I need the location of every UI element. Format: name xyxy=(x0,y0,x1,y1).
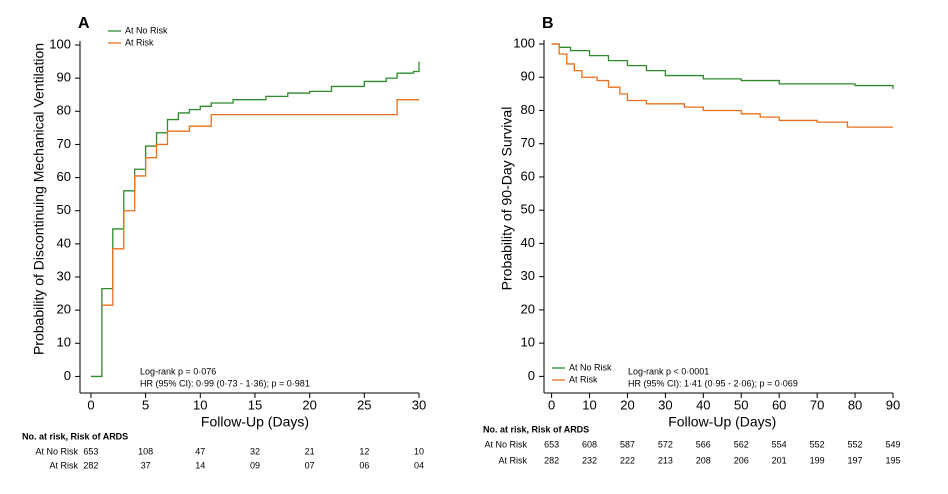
risk-count: 549 xyxy=(885,439,900,449)
y-tick-label: 90 xyxy=(521,69,535,84)
risk-count: 108 xyxy=(138,446,153,456)
survival-curve xyxy=(90,61,420,378)
x-tick-label: 15 xyxy=(248,397,262,412)
x-axis-title: Follow-Up (Days) xyxy=(201,414,309,430)
y-tick-label: 50 xyxy=(521,202,535,217)
risk-row-label: At Risk xyxy=(498,455,527,465)
y-tick-label: 10 xyxy=(521,335,535,350)
risk-count: 562 xyxy=(734,439,749,449)
risk-count: 14 xyxy=(195,460,205,470)
panel-label: A xyxy=(78,15,90,32)
y-tick-label: 30 xyxy=(521,268,535,283)
x-tick-label: 40 xyxy=(696,397,710,412)
y-tick-label: 40 xyxy=(57,235,71,250)
y-tick-label: 70 xyxy=(521,135,535,150)
x-tick-label: 10 xyxy=(582,397,596,412)
risk-count: 282 xyxy=(83,460,98,470)
x-tick-label: 50 xyxy=(734,397,748,412)
x-tick-label: 80 xyxy=(848,397,862,412)
y-tick-label: 90 xyxy=(57,70,71,85)
y-tick-label: 20 xyxy=(521,301,535,316)
annotation: Log-rank p = 0·076 xyxy=(140,366,216,376)
risk-count: 222 xyxy=(620,455,635,465)
risk-count: 572 xyxy=(658,439,673,449)
y-tick-label: 80 xyxy=(57,103,71,118)
x-tick-label: 20 xyxy=(302,397,316,412)
x-tick-label: 60 xyxy=(772,397,786,412)
legend-label: At No Risk xyxy=(569,362,612,372)
y-tick-label: 20 xyxy=(57,302,71,317)
risk-count: 554 xyxy=(772,439,787,449)
risk-count: 282 xyxy=(544,455,559,465)
x-tick-label: 20 xyxy=(620,397,634,412)
risk-count: 199 xyxy=(810,455,825,465)
x-tick-label: 5 xyxy=(142,397,149,412)
risk-count: 213 xyxy=(658,455,673,465)
risk-count: 206 xyxy=(734,455,749,465)
risk-count: 552 xyxy=(848,439,863,449)
x-tick-label: 0 xyxy=(87,397,94,412)
y-tick-label: 100 xyxy=(513,35,535,50)
risk-table-title: No. at risk, Risk of ARDS xyxy=(22,431,128,441)
x-tick-label: 0 xyxy=(548,397,555,412)
y-tick-label: 0 xyxy=(528,368,535,383)
risk-count: 195 xyxy=(885,455,900,465)
risk-count: 09 xyxy=(250,460,260,470)
y-tick-label: 40 xyxy=(521,235,535,250)
y-tick-label: 10 xyxy=(57,335,71,350)
y-tick-label: 100 xyxy=(49,36,71,51)
risk-row-label: At No Risk xyxy=(484,439,527,449)
legend-label: At Risk xyxy=(569,374,598,384)
annotation: HR (95% CI): 1·41 (0·95 - 2·06); p = 0·0… xyxy=(628,378,798,388)
x-tick-label: 30 xyxy=(412,397,426,412)
risk-count: 653 xyxy=(544,439,559,449)
x-tick-label: 70 xyxy=(810,397,824,412)
risk-count: 32 xyxy=(250,446,260,456)
risk-count: 587 xyxy=(620,439,635,449)
y-tick-label: 60 xyxy=(57,169,71,184)
risk-row-label: At Risk xyxy=(49,460,78,470)
y-tick-label: 30 xyxy=(57,268,71,283)
annotation: HR (95% CI): 0·99 (0·73 - 1·36); p = 0·9… xyxy=(140,378,310,388)
annotation: Log-rank p < 0·0001 xyxy=(628,366,709,376)
y-axis-title: Probability of 90-Day Survival xyxy=(499,107,515,291)
y-axis-title: Probability of Discontinuing Mechanical … xyxy=(31,43,47,355)
risk-count: 566 xyxy=(696,439,711,449)
risk-count: 608 xyxy=(582,439,597,449)
x-tick-label: 90 xyxy=(886,397,900,412)
risk-count: 12 xyxy=(359,446,369,456)
legend-label: At Risk xyxy=(125,37,154,47)
risk-count: 04 xyxy=(414,460,424,470)
legend-label: At No Risk xyxy=(125,25,168,35)
risk-count: 10 xyxy=(414,446,424,456)
survival-curve xyxy=(101,99,419,306)
risk-count: 21 xyxy=(305,446,315,456)
x-tick-label: 25 xyxy=(357,397,371,412)
y-tick-label: 50 xyxy=(57,202,71,217)
risk-count: 07 xyxy=(305,460,315,470)
risk-count: 197 xyxy=(848,455,863,465)
risk-count: 653 xyxy=(83,446,98,456)
risk-table-title: No. at risk, Risk of ARDS xyxy=(483,424,589,434)
x-axis-title: Follow-Up (Days) xyxy=(668,414,776,430)
x-tick-label: 10 xyxy=(193,397,207,412)
risk-count: 201 xyxy=(772,455,787,465)
x-tick-label: 30 xyxy=(658,397,672,412)
y-tick-label: 60 xyxy=(521,168,535,183)
risk-count: 37 xyxy=(141,460,151,470)
risk-count: 47 xyxy=(195,446,205,456)
risk-count: 06 xyxy=(359,460,369,470)
survival-curve xyxy=(551,43,893,128)
risk-row-label: At No Risk xyxy=(35,446,78,456)
y-tick-label: 70 xyxy=(57,136,71,151)
panel-label: B xyxy=(542,15,554,32)
survival-curve xyxy=(551,43,894,89)
risk-count: 232 xyxy=(582,455,597,465)
risk-count: 208 xyxy=(696,455,711,465)
y-tick-label: 0 xyxy=(64,368,71,383)
y-tick-label: 80 xyxy=(521,102,535,117)
risk-count: 552 xyxy=(810,439,825,449)
